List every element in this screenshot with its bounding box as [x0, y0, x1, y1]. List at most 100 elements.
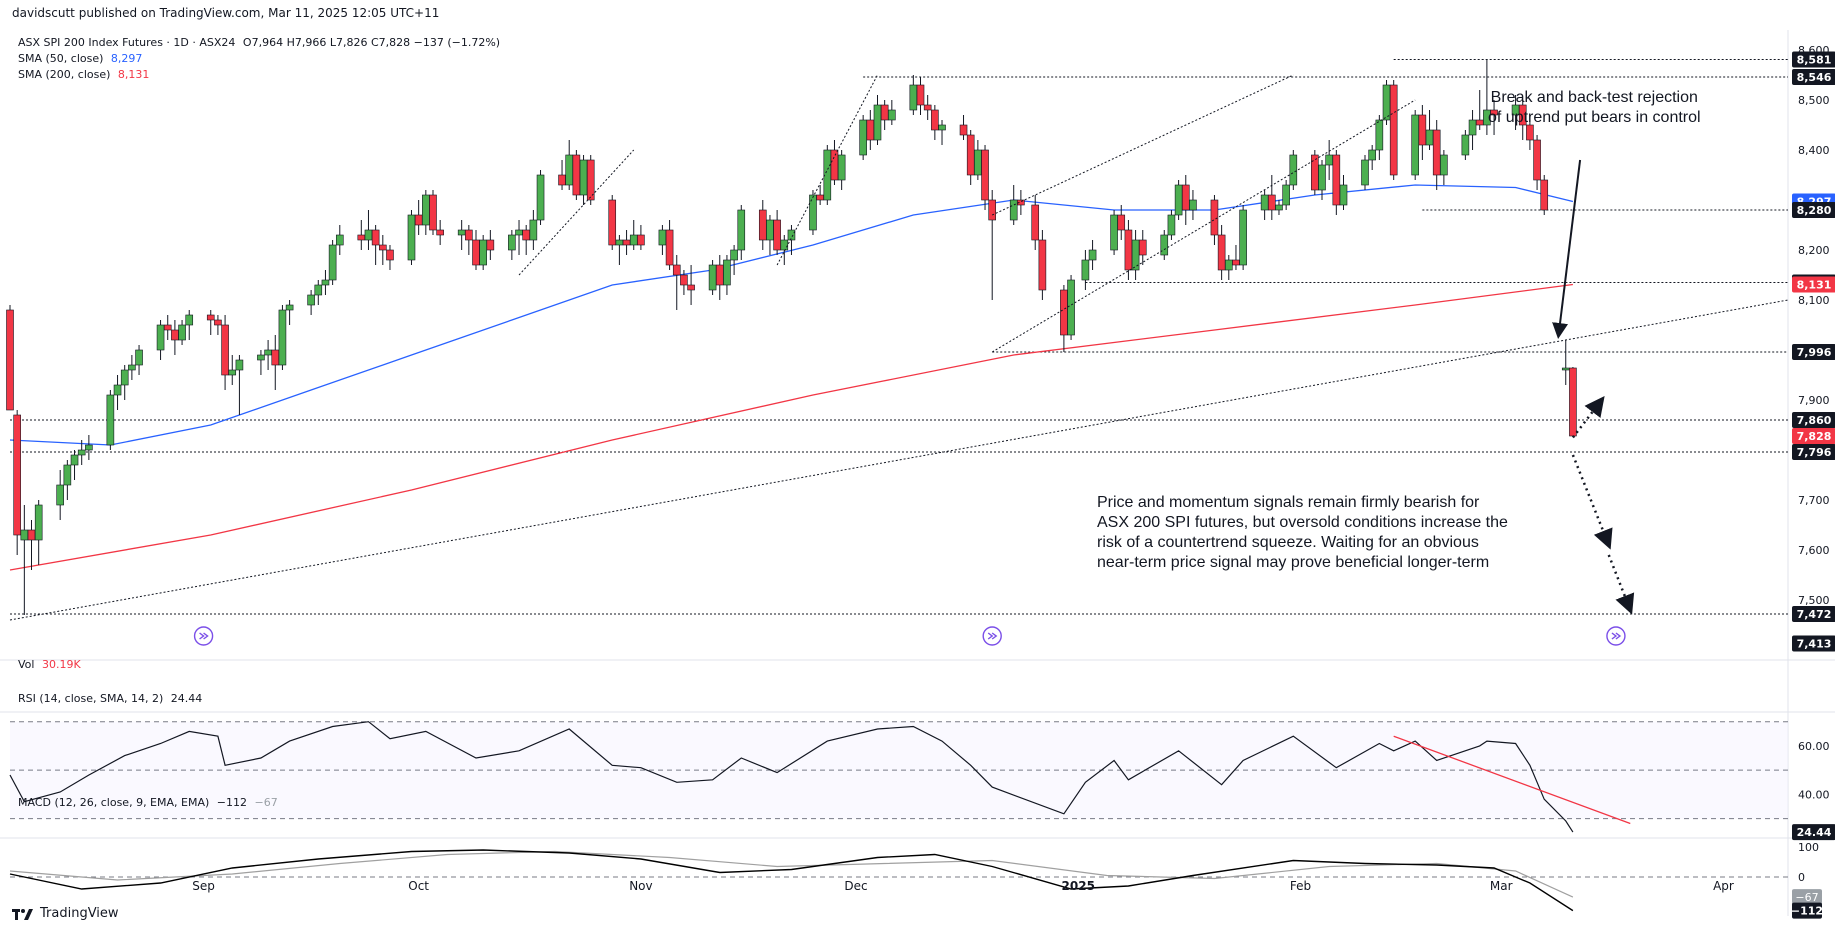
- candle-down: [465, 229, 473, 241]
- candle-down: [13, 414, 21, 536]
- candle-up: [156, 324, 165, 351]
- time-tick-label: Nov: [629, 879, 652, 893]
- symbol-legend: ASX SPI 200 Index Futures · 1D · ASX24 O…: [18, 36, 500, 49]
- sma200-line: [9, 283, 1573, 571]
- candle-up: [629, 234, 638, 246]
- candle-up: [278, 309, 287, 366]
- candle-down: [371, 229, 380, 246]
- candle-up: [780, 239, 789, 251]
- candle-up: [1483, 109, 1491, 126]
- event-marker-chevron: [1611, 632, 1622, 640]
- price-tick-label: 7,900: [1798, 394, 1830, 407]
- candle-up: [364, 229, 373, 241]
- macd-badge: [1792, 902, 1822, 919]
- candle-up: [228, 369, 237, 376]
- candle-up: [285, 304, 294, 311]
- candle-up: [128, 364, 136, 371]
- candle-up: [34, 504, 43, 541]
- candle-up: [457, 229, 466, 236]
- brand-text: TradingView: [40, 906, 119, 921]
- candle-down: [923, 104, 932, 111]
- candle-down: [1217, 234, 1226, 271]
- macd-tick-label: 0: [1798, 871, 1805, 884]
- candle-down: [379, 244, 387, 251]
- price-axis: 7,5007,6007,7007,8007,9008,0008,1008,200…: [1792, 44, 1835, 652]
- candle-up: [120, 369, 129, 386]
- event-marker-icon: [1606, 626, 1626, 646]
- macd-pane: 100 0 −67−112: [9, 841, 1823, 919]
- candle-up: [321, 279, 330, 286]
- volume-value: 30.19K: [41, 658, 81, 671]
- price-badge: [1792, 444, 1835, 460]
- time-tick-label: 2025: [1062, 879, 1095, 893]
- candle-down: [931, 109, 939, 131]
- candle-up: [859, 119, 867, 156]
- candle-up: [1189, 199, 1197, 211]
- candle-up: [63, 464, 72, 486]
- trendline: [9, 299, 1789, 621]
- candle-down: [1432, 129, 1441, 176]
- candle-down: [522, 229, 530, 241]
- price-badge: [1792, 412, 1835, 428]
- candle-down: [981, 149, 989, 201]
- candle-up: [77, 449, 86, 456]
- rsi-tick-label: 40.00: [1798, 788, 1830, 801]
- candle-down: [1138, 239, 1147, 256]
- macd-signal-value: −67: [254, 796, 278, 809]
- candle-down: [1311, 154, 1319, 191]
- candle-up: [1174, 184, 1183, 216]
- volume-label: Vol: [18, 658, 35, 671]
- candle-up: [85, 444, 93, 451]
- candle-up: [787, 229, 796, 241]
- candle-up: [1160, 234, 1169, 256]
- candle-up: [873, 104, 882, 141]
- levels-layer: [10, 59, 1788, 615]
- candle-down: [271, 349, 280, 366]
- candle-up: [20, 529, 29, 541]
- candle-up: [837, 154, 846, 181]
- candle-up: [178, 324, 186, 341]
- candle-down: [436, 229, 444, 236]
- candles-layer: [6, 59, 1577, 615]
- candle-up: [479, 239, 487, 266]
- candle-down: [959, 124, 968, 136]
- symbol-title: ASX SPI 200 Index Futures · 1D · ASX24: [18, 36, 236, 49]
- price-badge: [1792, 344, 1835, 360]
- price-badge-label: 8,581: [1797, 54, 1832, 67]
- time-axis: Sep Oct Nov Dec 2025 Feb Mar Apr: [192, 879, 1734, 893]
- candle-up: [135, 349, 143, 366]
- price-badge-label: 7,828: [1797, 430, 1832, 443]
- candle-down: [758, 209, 767, 241]
- tradingview-brand: TradingView: [12, 906, 119, 921]
- candle-down: [1518, 104, 1527, 126]
- candle-up: [1339, 184, 1348, 206]
- candle-up: [1368, 149, 1376, 161]
- rsi-tick-label: 60.00: [1798, 740, 1830, 753]
- macd-signal-badge-label: −67: [1795, 891, 1818, 904]
- price-tick-label: 8,400: [1798, 144, 1830, 157]
- sma200-value: 8,131: [117, 68, 150, 81]
- candle-up: [1561, 367, 1570, 371]
- break-annotation: Break and back-test rejection of uptrend…: [1488, 89, 1701, 126]
- candle-down: [163, 324, 172, 331]
- event-marker-chevron: [199, 632, 209, 640]
- candle-up: [1275, 204, 1283, 211]
- macd-tick-label: 100: [1798, 841, 1819, 854]
- projection-arrow: [1607, 554, 1635, 615]
- candle-down: [221, 324, 229, 376]
- candle-down: [472, 239, 480, 266]
- event-marker-chevron: [987, 632, 998, 640]
- candle-down: [414, 214, 423, 226]
- candle-down: [1060, 289, 1068, 336]
- candle-down: [1232, 259, 1240, 266]
- candle-down: [866, 119, 875, 141]
- candle-down: [572, 154, 581, 196]
- candle-up: [1411, 114, 1419, 176]
- candle-down: [1526, 124, 1534, 141]
- time-tick-label: Dec: [844, 879, 867, 893]
- candle-up: [106, 394, 115, 446]
- sma50-label: SMA (50, close): [18, 52, 104, 65]
- rsi-label: RSI (14, close, SMA, 14, 2): [18, 692, 164, 705]
- price-tick-label: 7,500: [1798, 594, 1830, 607]
- candle-up: [909, 84, 918, 111]
